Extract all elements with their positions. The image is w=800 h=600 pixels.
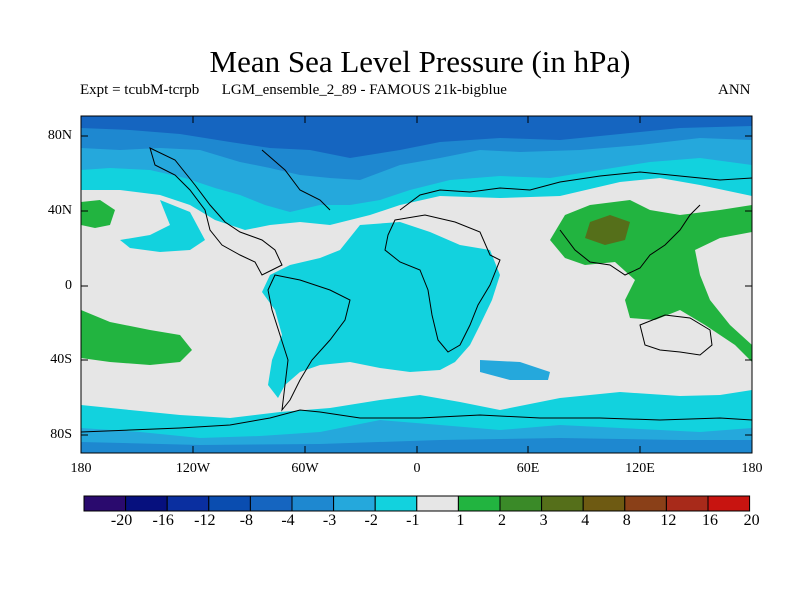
experiment-subtitle: Expt = tcubM-tcrpb LGM_ensemble_2_89 - F… [80, 82, 507, 98]
eurasia-coast [399, 171, 752, 276]
colorbar-swatch [624, 495, 667, 512]
north-negative-deepest [81, 116, 752, 158]
north-america-coast [149, 147, 331, 276]
atlantic-negative-region [262, 222, 500, 398]
colorbar-label: 8 [622, 512, 631, 529]
colorbar-swatch [333, 495, 376, 512]
pressure-field [81, 116, 752, 453]
lon-label-60w: 60W [291, 461, 319, 476]
colorbar-label: -1 [406, 512, 420, 529]
lat-label-40n: 40N [47, 203, 72, 218]
colorbar-swatch [166, 495, 210, 512]
colorbar-label: 4 [581, 512, 590, 529]
colorbar-swatch [582, 495, 626, 512]
colorbar-swatch [499, 495, 543, 512]
colorbar-swatch [291, 495, 335, 512]
colorbar-swatch [665, 495, 709, 512]
colorbar-label: 2 [498, 512, 506, 529]
colorbar-swatch [125, 495, 168, 512]
colorbar [83, 495, 751, 512]
colorbar-swatch [416, 495, 459, 512]
colorbar-label: 16 [702, 512, 718, 529]
africa-coast [384, 214, 501, 353]
colorbar-label: -4 [281, 512, 295, 529]
axis-ticks [81, 116, 752, 453]
colorbar-label: 1 [456, 512, 465, 529]
lat-label-0: 0 [65, 278, 72, 293]
australia-coast [639, 314, 713, 356]
north-atlantic-positive [81, 200, 115, 228]
colorbar-label: 3 [539, 512, 548, 529]
colorbar-swatch [541, 495, 584, 512]
lon-label-180e: 180 [741, 461, 763, 476]
lon-label-0: 0 [413, 461, 421, 476]
tibet-positive-core [585, 215, 630, 245]
lon-label-60e: 60E [516, 461, 540, 476]
south-america-coast [267, 274, 351, 412]
map-title: Mean Sea Level Pressure (in hPa) [209, 44, 631, 79]
colorbar-swatch [208, 495, 251, 512]
colorbar-label: -20 [110, 512, 133, 529]
lon-label-180w: 180 [70, 461, 92, 476]
colorbar-swatch [249, 495, 293, 512]
lon-label-120e: 120E [625, 461, 655, 476]
colorbar-label: -2 [364, 512, 378, 529]
south-pacific-positive [81, 310, 192, 365]
colorbar-label: -3 [322, 512, 337, 529]
colorbar-label: -12 [194, 512, 216, 529]
indian-negative-region [480, 360, 550, 380]
colorbar-swatch [374, 495, 418, 512]
colorbar-swatch [83, 495, 127, 512]
colorbar-swatch [707, 495, 751, 512]
lat-label-40s: 40S [50, 352, 72, 367]
season-label: ANN [718, 82, 751, 98]
lat-label-80s: 80S [50, 427, 72, 442]
colorbar-label: -16 [152, 512, 174, 529]
south-negative-deep [81, 438, 752, 453]
lat-label-80n: 80N [47, 128, 72, 143]
coastlines [81, 147, 752, 433]
lon-label-120w: 120W [175, 461, 211, 476]
colorbar-label: 20 [743, 512, 760, 529]
colorbar-label: -8 [239, 512, 254, 529]
colorbar-label: 12 [660, 512, 677, 529]
antarctica-coast [81, 409, 752, 433]
colorbar-swatch [457, 495, 501, 512]
pacific-negative-arc [120, 200, 205, 252]
